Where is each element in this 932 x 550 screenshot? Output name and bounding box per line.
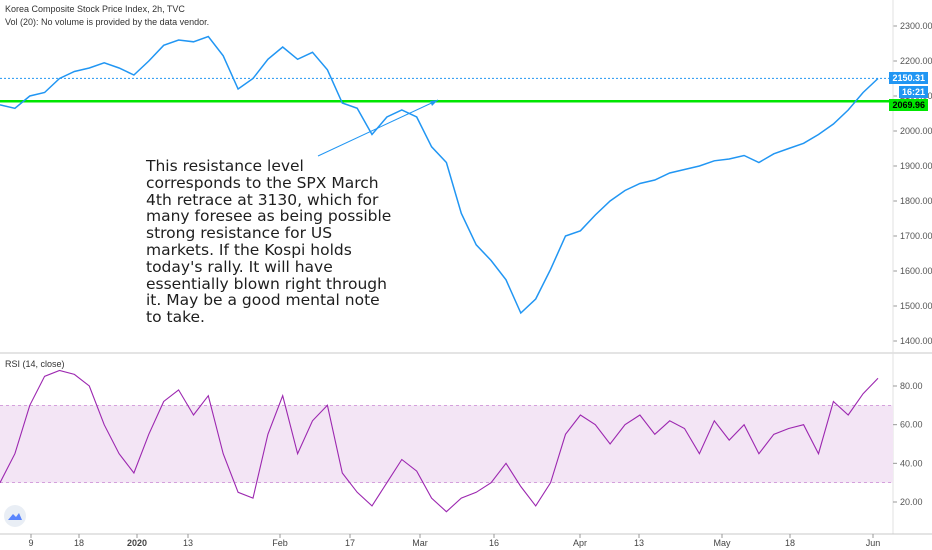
arrow-head-icon <box>430 100 438 106</box>
annotation-arrow[interactable] <box>317 99 439 157</box>
price-panel: 1400.00 1500.00 1600.00 1700.00 1800.00 1900.… <box>0 21 932 346</box>
chart-title: Korea Composite Stock Price Index, 2h, T… <box>5 4 185 14</box>
price-axis-tick-label: 1400.00 <box>900 336 932 346</box>
price-axis-tick-label: 1500.00 <box>900 301 932 311</box>
resistance-price-tag: 2069.96 <box>889 99 928 111</box>
annotation-text[interactable]: This resistance level corresponds to the… <box>146 157 392 327</box>
rsi-label: RSI (14, close) <box>5 359 65 369</box>
time-axis-tick-label: 2020 <box>127 538 147 548</box>
rsi-axis[interactable]: 20.00 40.00 60.00 80.00 <box>893 381 923 507</box>
time-axis-tick-label: Mar <box>412 538 428 548</box>
time-axis-tick-label: Feb <box>272 538 288 548</box>
time-axis-tick-label: 13 <box>634 538 644 548</box>
price-axis-tick-label: 2000.00 <box>900 126 932 136</box>
last-price-tag: 2150.31 <box>889 72 928 84</box>
rsi-panel: 20.00 40.00 60.00 80.00 <box>0 369 923 513</box>
time-axis-tick-label: Jun <box>866 538 881 548</box>
time-axis-tick-label: 9 <box>28 538 33 548</box>
price-series-line <box>0 35 879 315</box>
price-axis-tick-label: 1700.00 <box>900 231 932 241</box>
time-axis-tick-label: May <box>713 538 731 548</box>
price-axis-tick-label: 1600.00 <box>900 266 932 276</box>
price-axis-tick-label: 2300.00 <box>900 21 932 31</box>
time-axis-tick-label: 13 <box>183 538 193 548</box>
price-axis[interactable]: 1400.00 1500.00 1600.00 1700.00 1800.00 1900.… <box>893 21 932 346</box>
time-axis-tick-label: 16 <box>489 538 499 548</box>
time-axis-tick-label: 18 <box>74 538 84 548</box>
tradingview-logo[interactable] <box>4 505 26 527</box>
rsi-axis-tick-label: 20.00 <box>900 497 923 507</box>
time-axis-tick-label: Apr <box>573 538 587 548</box>
rsi-axis-tick-label: 60.00 <box>900 420 923 430</box>
mountain-icon <box>8 513 22 520</box>
time-axis[interactable]: 9 18 2020 13 Feb 17 Mar 16 Apr 13 May 18 Jun <box>28 534 880 548</box>
rsi-axis-tick-label: 80.00 <box>900 381 923 391</box>
rsi-band <box>0 405 893 483</box>
price-axis-tick-label: 2200.00 <box>900 56 932 66</box>
price-axis-tick-label: 1900.00 <box>900 161 932 171</box>
countdown-tag: 16:21 <box>898 86 928 98</box>
volume-note: Vol (20): No volume is provided by the d… <box>5 17 210 27</box>
price-axis-tick-label: 1800.00 <box>900 196 932 206</box>
rsi-axis-tick-label: 40.00 <box>900 458 923 468</box>
time-axis-tick-label: 17 <box>345 538 355 548</box>
time-axis-tick-label: 18 <box>785 538 795 548</box>
rsi-series-line <box>0 369 879 513</box>
